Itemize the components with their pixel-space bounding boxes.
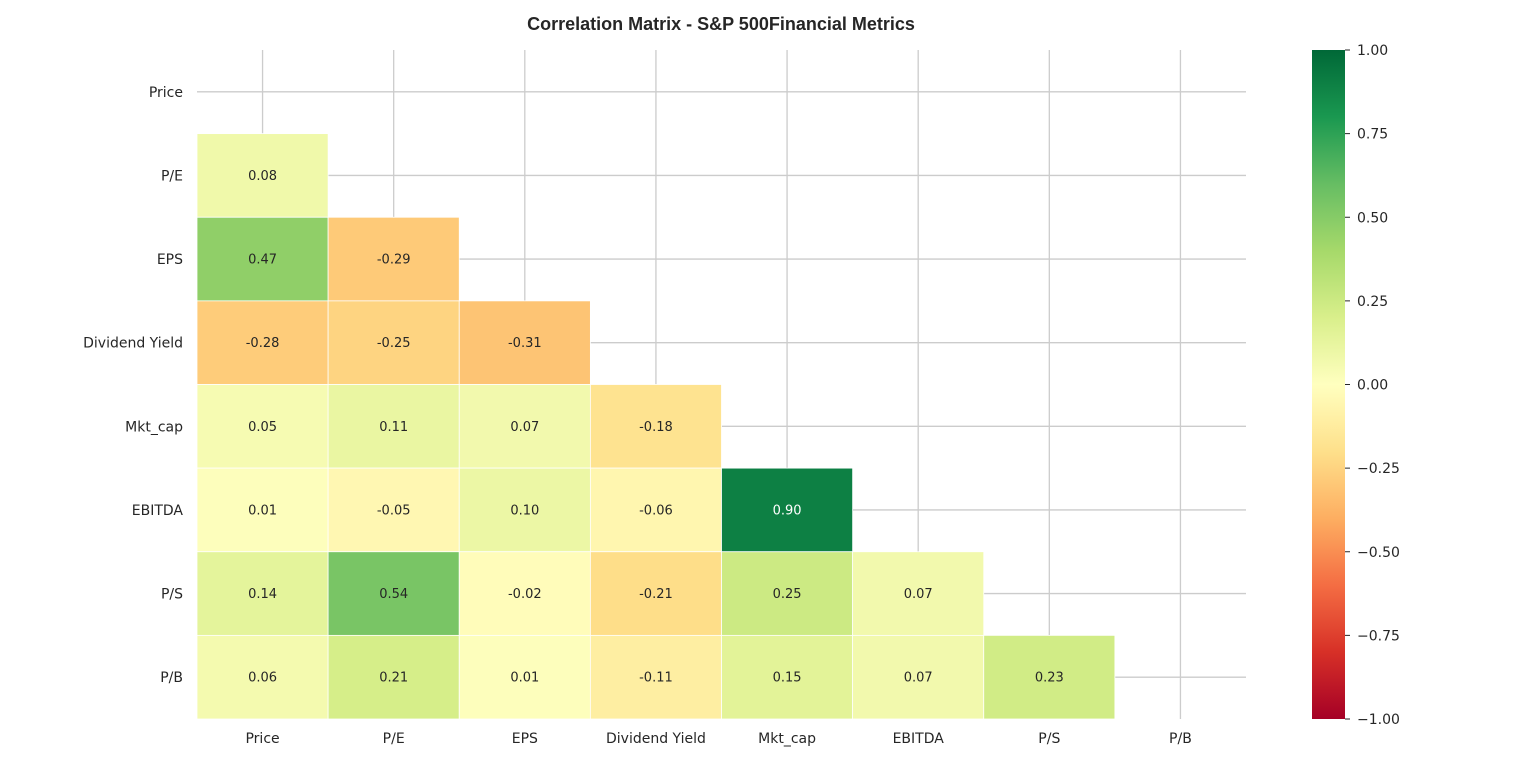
cell-value-label: 0.07 [904, 587, 933, 602]
heatmap-cell [721, 634, 854, 720]
cell-value-label: -0.21 [639, 587, 673, 602]
cell-value-label: 0.21 [379, 671, 408, 686]
heatmap-cell [458, 300, 591, 385]
heatmap-cell [196, 133, 329, 218]
cell-value-label: 0.10 [510, 503, 539, 518]
colorbar-gradient [1312, 50, 1345, 719]
chart-title: Correlation Matrix - S&P 500Financial Me… [527, 14, 915, 34]
y-tick-label: P/E [161, 168, 183, 184]
heatmap-cell [196, 467, 329, 553]
heatmap-cell [589, 551, 722, 636]
heatmap-cell [983, 634, 1116, 720]
heatmap-cell [327, 384, 460, 469]
cell-value-label: 0.14 [248, 587, 277, 602]
cell-value-label: 0.11 [379, 420, 408, 435]
y-tick-label: EBITDA [132, 503, 184, 519]
cell-value-label: -0.18 [639, 420, 673, 435]
heatmap-cell [589, 467, 722, 553]
heatmap-cell [196, 384, 329, 469]
y-tick-label: Price [149, 85, 183, 101]
heatmap-cell [196, 300, 329, 385]
heatmap-cell [721, 467, 854, 553]
cell-value-label: -0.25 [377, 336, 411, 351]
cell-value-label: 0.90 [773, 503, 802, 518]
colorbar: 1.00 0.75 0.50 0.25 0.00 −0.25 −0.50 −0.75 −1.00 [1312, 43, 1400, 728]
x-tick-label: EBITDA [893, 731, 945, 747]
colorbar-tick-label: −0.50 [1357, 545, 1400, 561]
cell-value-label: 0.07 [904, 671, 933, 686]
cell-value-label: 0.06 [248, 671, 277, 686]
colorbar-tick-label: −0.25 [1357, 461, 1400, 477]
cell-value-label: -0.31 [508, 336, 542, 351]
heatmap-cell [589, 634, 722, 720]
x-tick-label: Dividend Yield [606, 731, 706, 747]
cell-value-label: 0.25 [773, 587, 802, 602]
cell-value-label: -0.28 [246, 336, 280, 351]
x-tick-label: P/E [383, 731, 405, 747]
cell-value-label: -0.05 [377, 503, 411, 518]
heatmap-cell [589, 384, 722, 469]
heatmap-cell [852, 551, 985, 636]
heatmap-cell [458, 467, 591, 553]
cell-value-label: 0.01 [248, 503, 277, 518]
y-tick-label: P/S [161, 587, 183, 603]
colorbar-tick-label: 0.50 [1357, 210, 1388, 226]
heatmap-cell [458, 384, 591, 469]
cell-value-label: 0.05 [248, 420, 277, 435]
heatmap-cell [196, 634, 329, 720]
colorbar-tick-label: 0.25 [1357, 294, 1388, 310]
x-tick-label: EPS [512, 731, 538, 747]
x-tick-label: Mkt_cap [758, 731, 816, 747]
heatmap-cell [458, 551, 591, 636]
y-tick-label: Dividend Yield [83, 336, 183, 352]
cell-value-label: 0.23 [1035, 671, 1064, 686]
heatmap-cell [721, 551, 854, 636]
cell-value-label: 0.47 [248, 253, 277, 268]
colorbar-tick-label: 1.00 [1357, 43, 1388, 59]
cell-value-label: -0.29 [377, 253, 411, 268]
heatmap-cell [458, 634, 591, 720]
cell-value-label: 0.01 [510, 671, 539, 686]
cell-value-label: 0.15 [773, 671, 802, 686]
y-tick-label: Mkt_cap [125, 419, 183, 435]
x-tick-label: Price [245, 731, 279, 747]
colorbar-tick-label: −0.75 [1357, 628, 1400, 644]
heatmap-cell [327, 551, 460, 636]
colorbar-tick-label: −1.00 [1357, 712, 1400, 728]
colorbar-tick-label: 0.00 [1357, 378, 1388, 394]
cell-value-label: -0.02 [508, 587, 542, 602]
x-tick-label: P/B [1169, 731, 1192, 747]
cell-value-label: 0.08 [248, 169, 277, 184]
y-tick-label: P/B [160, 670, 183, 686]
heatmap-cell [327, 216, 460, 302]
colorbar-tick-label: 0.75 [1357, 127, 1388, 143]
heatmap-cell [327, 634, 460, 720]
cell-value-label: 0.54 [379, 587, 408, 602]
y-tick-label: EPS [157, 252, 183, 268]
cell-value-label: 0.07 [510, 420, 539, 435]
cell-value-label: -0.06 [639, 503, 673, 518]
heatmap-cell [327, 300, 460, 385]
heatmap-cells: 0.08 0.47 -0.29 -0.28 -0.25 -0.31 0.05 0.11 0.07… [196, 133, 1116, 720]
x-tick-label: P/S [1038, 731, 1060, 747]
heatmap-cell [327, 467, 460, 553]
cell-value-label: -0.11 [639, 671, 673, 686]
x-axis-tick-labels: Price P/E EPS Dividend Yield Mkt_cap EBITDA P/… [245, 731, 1191, 747]
y-axis-tick-labels: Price P/E EPS Dividend Yield Mkt_cap EBITDA P/… [83, 85, 183, 686]
